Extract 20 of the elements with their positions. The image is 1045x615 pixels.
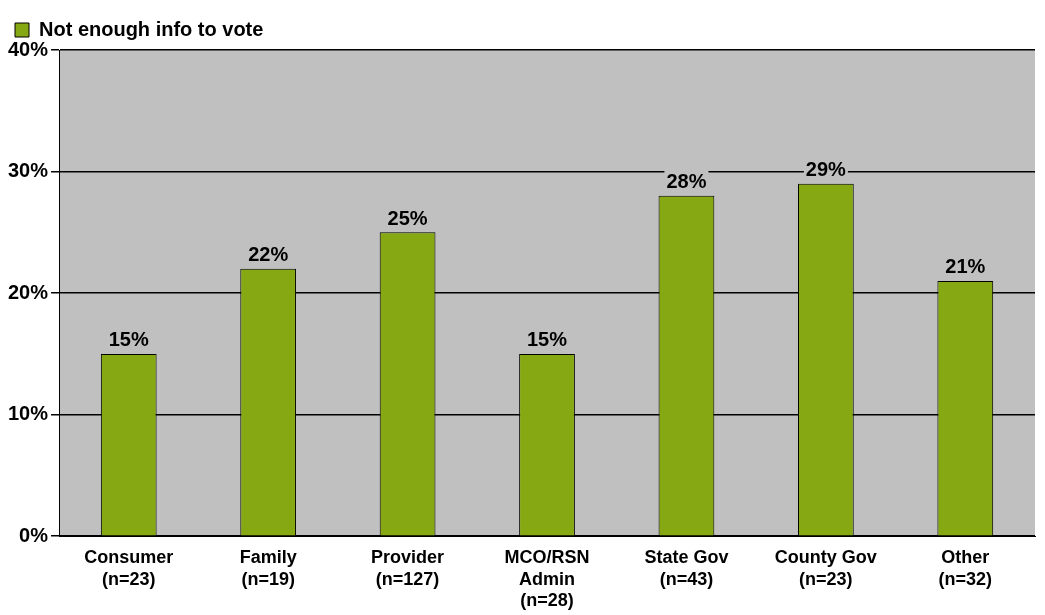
x-tick-label: Consumer (n=23) <box>84 546 174 589</box>
y-tick-label: 0% <box>19 523 49 546</box>
x-tick-label: State Gov (n=43) <box>644 546 729 589</box>
x-tick-label: County Gov (n=23) <box>774 546 877 589</box>
legend-label: Not enough info to vote <box>39 17 264 40</box>
data-label: 29% <box>805 158 847 181</box>
x-tick-label: Other (n=32) <box>938 546 993 589</box>
x-tick-label: Provider (n=127) <box>371 546 445 589</box>
data-label: 28% <box>666 170 707 193</box>
data-label: 25% <box>387 206 428 229</box>
x-tick-label: Family (n=19) <box>239 546 297 589</box>
data-label: 15% <box>108 328 149 351</box>
data-label: 22% <box>248 243 289 266</box>
y-tick-label: 40% <box>8 37 49 60</box>
data-label: 21% <box>945 255 986 278</box>
x-tick-label: MCO/RSN Admin (n=28) <box>504 546 590 611</box>
y-tick-label: 20% <box>8 280 49 303</box>
y-tick-label: 10% <box>8 402 49 425</box>
data-label: 15% <box>527 328 568 351</box>
y-tick-label: 30% <box>8 159 49 182</box>
